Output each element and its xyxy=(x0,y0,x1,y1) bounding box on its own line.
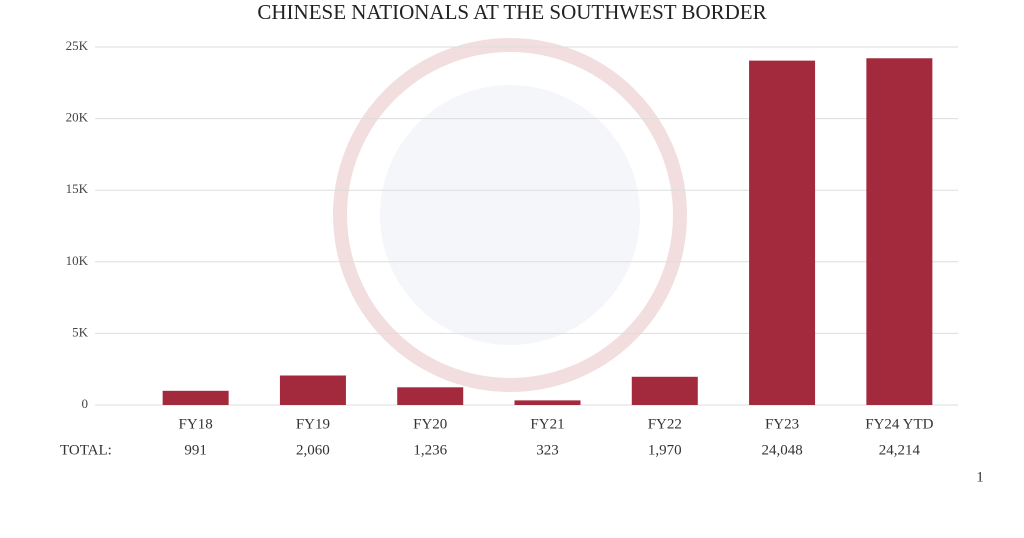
x-tick-label: FY21 xyxy=(530,416,564,432)
total-label: TOTAL: xyxy=(60,442,112,458)
bar xyxy=(514,400,581,405)
bar xyxy=(162,390,229,405)
x-tick-label: FY19 xyxy=(296,416,330,432)
bar xyxy=(397,387,464,405)
value-label: 1,970 xyxy=(648,442,682,458)
watermark xyxy=(333,38,687,392)
chart-title: CHINESE NATIONALS AT THE SOUTHWEST BORDE… xyxy=(257,0,766,24)
value-label: 1,236 xyxy=(413,442,447,458)
y-tick-label: 10K xyxy=(66,253,89,268)
bar xyxy=(279,375,346,405)
value-label: 24,048 xyxy=(761,442,802,458)
x-tick-label: FY18 xyxy=(179,416,213,432)
value-label: 323 xyxy=(536,442,559,458)
y-tick-label: 15K xyxy=(66,181,89,196)
y-tick-label: 25K xyxy=(66,38,89,53)
bar xyxy=(631,376,698,405)
y-tick-label: 20K xyxy=(66,110,89,125)
bar xyxy=(866,58,933,405)
x-tick-label: FY20 xyxy=(413,416,447,432)
x-tick-label: FY24 YTD xyxy=(865,416,933,432)
value-label: 991 xyxy=(184,442,207,458)
bar xyxy=(749,60,816,406)
y-tick-label: 0 xyxy=(82,396,89,411)
x-tick-label: FY22 xyxy=(648,416,682,432)
y-tick-label: 5K xyxy=(72,324,89,339)
x-tick-label: FY23 xyxy=(765,416,799,432)
watermark xyxy=(380,85,640,345)
value-label: 2,060 xyxy=(296,442,330,458)
value-label: 24,214 xyxy=(879,442,921,458)
page-number: 1 xyxy=(976,469,984,485)
